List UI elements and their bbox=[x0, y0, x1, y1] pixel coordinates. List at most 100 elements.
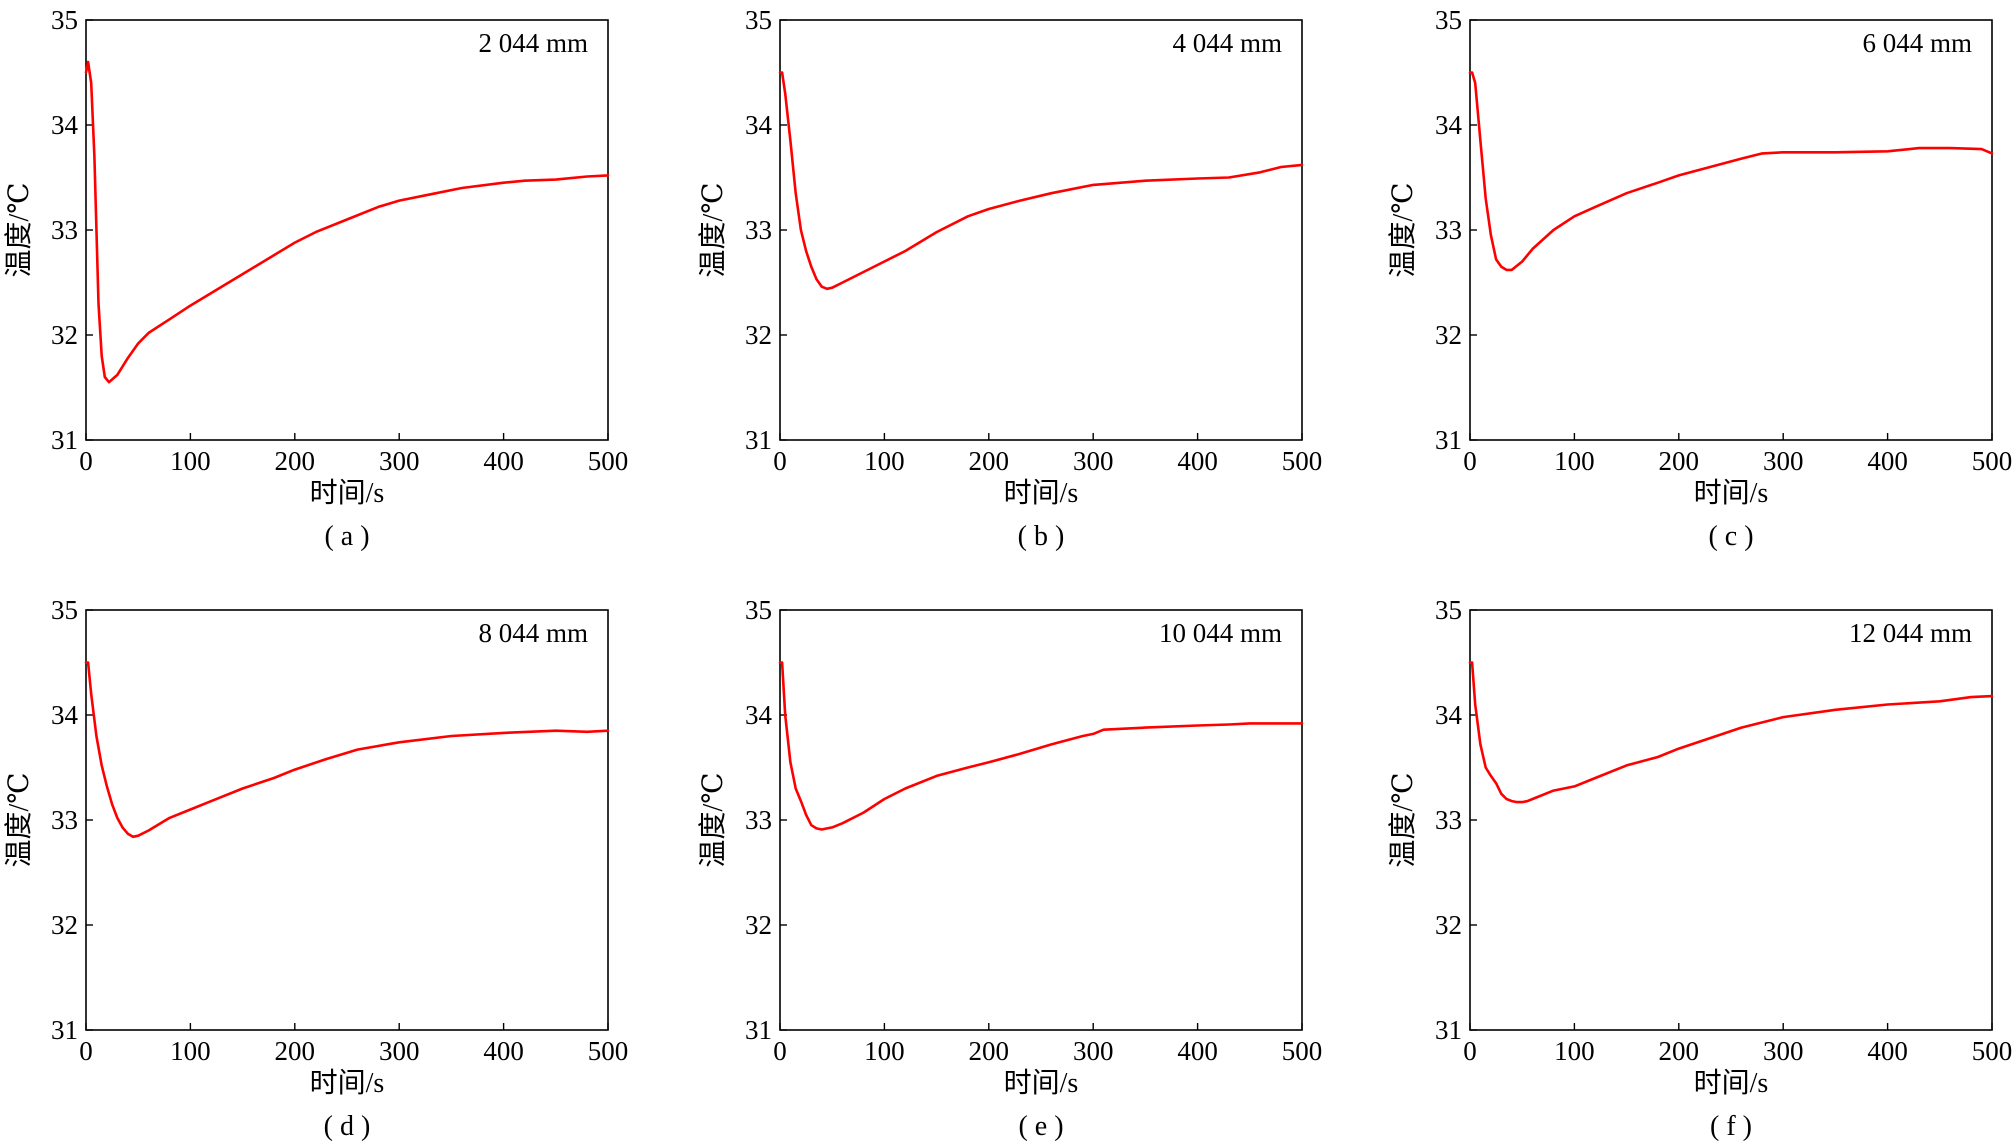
x-tick-label: 100 bbox=[1554, 1036, 1595, 1066]
x-axis-label: 时间/s bbox=[1694, 477, 1769, 509]
y-tick-label: 31 bbox=[51, 1015, 78, 1045]
series-line bbox=[778, 661, 1304, 831]
y-tick-label: 33 bbox=[51, 805, 78, 835]
distance-annotation: 2 044 mm bbox=[478, 28, 588, 58]
chart-panel-5: 0 100 200 300 400 500 31 32 33 34 35 10 044 mm 时间/s 温… bbox=[697, 595, 1322, 1142]
y-tick-label: 34 bbox=[745, 110, 773, 140]
x-tick-label: 0 bbox=[79, 446, 93, 476]
panel-label: ( d ) bbox=[324, 1111, 371, 1142]
y-tick-label: 34 bbox=[51, 110, 79, 140]
y-tick-label: 34 bbox=[51, 700, 79, 730]
y-tick-label: 31 bbox=[1435, 425, 1462, 455]
x-tick-label: 500 bbox=[1972, 1036, 2013, 1066]
y-tick-label: 33 bbox=[745, 215, 772, 245]
plot-frame bbox=[779, 609, 1303, 1031]
x-tick-label: 500 bbox=[1282, 446, 1323, 476]
x-tick-label: 500 bbox=[1972, 446, 2013, 476]
x-axis-label: 时间/s bbox=[1004, 477, 1079, 509]
series-line bbox=[1468, 661, 1994, 804]
x-tick-label: 0 bbox=[773, 446, 787, 476]
x-tick-label: 100 bbox=[1554, 446, 1595, 476]
chart-panel-3: 0 100 200 300 400 500 31 32 33 34 35 6 044 mm 时间/s 温度… bbox=[1387, 5, 2012, 552]
x-tick-label: 500 bbox=[1282, 1036, 1323, 1066]
y-axis-label: 温度/℃ bbox=[697, 772, 729, 867]
x-tick-label: 100 bbox=[864, 1036, 905, 1066]
y-tick-label: 32 bbox=[51, 320, 78, 350]
x-tick-label: 300 bbox=[1763, 446, 1804, 476]
x-tick-label: 400 bbox=[1177, 446, 1218, 476]
y-tick-label: 31 bbox=[51, 425, 78, 455]
y-axis-label: 温度/℃ bbox=[3, 772, 35, 867]
plot-frame bbox=[1469, 609, 1993, 1031]
y-tick-label: 33 bbox=[1435, 805, 1462, 835]
distance-annotation: 12 044 mm bbox=[1849, 618, 1972, 648]
y-tick-label: 31 bbox=[745, 1015, 772, 1045]
x-axis-label: 时间/s bbox=[310, 1067, 385, 1099]
x-tick-label: 400 bbox=[483, 446, 524, 476]
y-tick-label: 32 bbox=[51, 910, 78, 940]
x-tick-label: 300 bbox=[379, 1036, 420, 1066]
distance-annotation: 6 044 mm bbox=[1862, 28, 1972, 58]
x-tick-label: 500 bbox=[588, 1036, 629, 1066]
x-tick-label: 300 bbox=[1073, 1036, 1114, 1066]
x-tick-label: 500 bbox=[588, 446, 629, 476]
y-tick-label: 34 bbox=[1435, 700, 1463, 730]
y-tick-label: 35 bbox=[1435, 5, 1462, 35]
x-tick-label: 0 bbox=[1463, 1036, 1477, 1066]
x-axis-label: 时间/s bbox=[1694, 1067, 1769, 1099]
panel-label: ( b ) bbox=[1018, 521, 1065, 552]
x-tick-label: 0 bbox=[79, 1036, 93, 1066]
y-tick-label: 33 bbox=[745, 805, 772, 835]
x-tick-label: 300 bbox=[1763, 1036, 1804, 1066]
y-tick-label: 35 bbox=[745, 5, 772, 35]
y-tick-label: 33 bbox=[1435, 215, 1462, 245]
x-tick-label: 200 bbox=[275, 446, 316, 476]
x-tick-label: 100 bbox=[170, 1036, 211, 1066]
chart-panel-2: 0 100 200 300 400 500 31 32 33 34 35 4 044 mm 时间/s 温度… bbox=[697, 5, 1322, 552]
x-tick-label: 200 bbox=[969, 446, 1010, 476]
y-axis-label: 温度/℃ bbox=[697, 182, 729, 277]
x-tick-label: 400 bbox=[1867, 1036, 1908, 1066]
y-tick-label: 33 bbox=[51, 215, 78, 245]
plot-frame bbox=[1469, 19, 1993, 441]
x-tick-label: 400 bbox=[1177, 1036, 1218, 1066]
panel-label: ( a ) bbox=[324, 521, 369, 552]
x-tick-label: 200 bbox=[1659, 446, 1700, 476]
panel-label: ( c ) bbox=[1708, 521, 1753, 552]
distance-annotation: 10 044 mm bbox=[1159, 618, 1282, 648]
y-tick-label: 35 bbox=[51, 5, 78, 35]
x-axis-label: 时间/s bbox=[310, 477, 385, 509]
distance-annotation: 8 044 mm bbox=[478, 618, 588, 648]
panel-label: ( e ) bbox=[1018, 1111, 1063, 1142]
x-tick-label: 400 bbox=[1867, 446, 1908, 476]
y-tick-label: 31 bbox=[1435, 1015, 1462, 1045]
y-tick-label: 31 bbox=[745, 425, 772, 455]
chart-panel-1: 0 100 200 300 400 500 31 32 33 34 35 2 044 mm 时间/s 温度… bbox=[3, 5, 628, 552]
y-tick-label: 35 bbox=[1435, 595, 1462, 625]
y-tick-label: 34 bbox=[1435, 110, 1463, 140]
y-tick-label: 35 bbox=[51, 595, 78, 625]
chart-panel-6: 0 100 200 300 400 500 31 32 33 34 35 12 044 mm 时间/s 温… bbox=[1387, 595, 2012, 1142]
y-tick-label: 32 bbox=[745, 320, 772, 350]
x-tick-label: 100 bbox=[170, 446, 211, 476]
y-tick-label: 34 bbox=[745, 700, 773, 730]
y-tick-label: 35 bbox=[745, 595, 772, 625]
x-axis-label: 时间/s bbox=[1004, 1067, 1079, 1099]
x-tick-label: 200 bbox=[969, 1036, 1010, 1066]
distance-annotation: 4 044 mm bbox=[1172, 28, 1282, 58]
chart-panel-4: 0 100 200 300 400 500 31 32 33 34 35 8 044 mm 时间/s 温度… bbox=[3, 595, 628, 1142]
y-tick-label: 32 bbox=[745, 910, 772, 940]
y-axis-label: 温度/℃ bbox=[3, 182, 35, 277]
y-tick-label: 32 bbox=[1435, 910, 1462, 940]
plot-frame bbox=[779, 19, 1303, 441]
x-tick-label: 300 bbox=[379, 446, 420, 476]
x-tick-label: 100 bbox=[864, 446, 905, 476]
x-tick-label: 0 bbox=[1463, 446, 1477, 476]
series-line bbox=[1468, 71, 1994, 272]
panel-label: ( f ) bbox=[1710, 1111, 1752, 1142]
x-tick-label: 200 bbox=[1659, 1036, 1700, 1066]
series-line bbox=[84, 661, 610, 839]
series-line bbox=[778, 71, 1304, 291]
y-axis-label: 温度/℃ bbox=[1387, 182, 1419, 277]
